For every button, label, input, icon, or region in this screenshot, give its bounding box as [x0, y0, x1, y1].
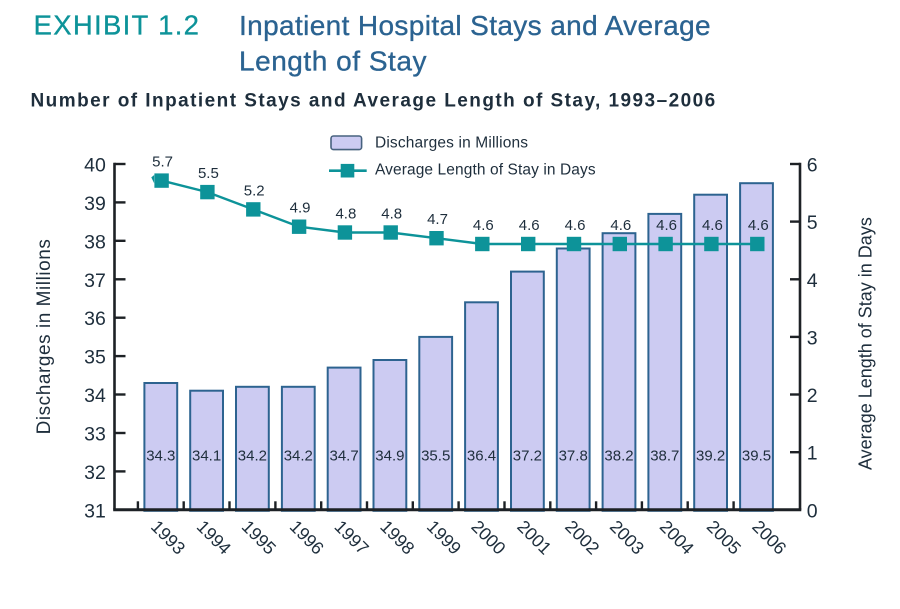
svg-text:4.8: 4.8 [335, 205, 356, 222]
svg-text:4: 4 [807, 270, 818, 292]
svg-text:1997: 1997 [331, 516, 373, 558]
svg-text:4.6: 4.6 [565, 217, 586, 234]
svg-text:37.8: 37.8 [559, 448, 588, 465]
svg-text:38: 38 [84, 231, 106, 253]
svg-text:5.2: 5.2 [244, 182, 265, 199]
svg-text:34.2: 34.2 [284, 448, 313, 465]
svg-text:Inpatient Hospital Stays and A: Inpatient Hospital Stays and Average [239, 10, 711, 41]
svg-text:37: 37 [84, 270, 106, 292]
svg-text:37.2: 37.2 [513, 448, 542, 465]
svg-text:39.5: 39.5 [742, 448, 771, 465]
svg-text:36.4: 36.4 [467, 448, 496, 465]
svg-text:2: 2 [807, 385, 818, 407]
svg-text:Discharges in Millions: Discharges in Millions [375, 134, 528, 151]
svg-text:1999: 1999 [423, 516, 465, 558]
svg-text:4.6: 4.6 [610, 217, 631, 234]
svg-text:38.2: 38.2 [604, 448, 633, 465]
svg-text:5: 5 [807, 212, 818, 234]
svg-text:34.9: 34.9 [375, 448, 404, 465]
svg-text:Number of Inpatient Stays and: Number of Inpatient Stays and Average Le… [31, 90, 717, 111]
svg-text:1: 1 [807, 443, 818, 465]
svg-text:33: 33 [84, 424, 106, 446]
svg-text:Length of Stay: Length of Stay [239, 45, 427, 76]
svg-text:34.7: 34.7 [329, 448, 358, 465]
svg-text:40: 40 [84, 155, 106, 177]
svg-text:5.7: 5.7 [152, 154, 173, 171]
svg-text:36: 36 [84, 308, 106, 330]
svg-text:34.3: 34.3 [146, 448, 175, 465]
svg-text:39.2: 39.2 [696, 448, 725, 465]
svg-text:3: 3 [807, 327, 818, 349]
svg-text:34.2: 34.2 [238, 448, 267, 465]
svg-text:1995: 1995 [238, 516, 280, 558]
svg-text:32: 32 [84, 462, 106, 484]
svg-text:0: 0 [807, 500, 818, 522]
svg-text:4.7: 4.7 [427, 211, 448, 228]
svg-text:5.5: 5.5 [198, 165, 219, 182]
svg-text:35: 35 [84, 347, 106, 369]
svg-text:1998: 1998 [376, 516, 418, 558]
svg-text:34: 34 [84, 385, 106, 407]
svg-text:2000: 2000 [467, 516, 509, 558]
svg-text:4.6: 4.6 [519, 217, 540, 234]
svg-text:1993: 1993 [147, 516, 189, 558]
svg-text:34.1: 34.1 [192, 448, 221, 465]
svg-text:1994: 1994 [193, 516, 235, 558]
svg-text:31: 31 [84, 500, 106, 522]
svg-text:2002: 2002 [561, 516, 603, 558]
svg-text:4.6: 4.6 [473, 217, 494, 234]
svg-text:1996: 1996 [286, 516, 328, 558]
svg-text:35.5: 35.5 [421, 448, 450, 465]
svg-text:4.9: 4.9 [290, 200, 311, 217]
svg-text:39: 39 [84, 193, 106, 215]
svg-text:EXHIBIT 1.2: EXHIBIT 1.2 [34, 10, 201, 41]
svg-text:4.6: 4.6 [656, 217, 677, 234]
svg-text:2003: 2003 [606, 516, 648, 558]
svg-text:4.8: 4.8 [381, 205, 402, 222]
svg-text:4.6: 4.6 [748, 217, 769, 234]
svg-text:4.6: 4.6 [702, 217, 723, 234]
svg-text:Average Length of Stay in Days: Average Length of Stay in Days [856, 217, 876, 470]
svg-text:Average Length of Stay in Days: Average Length of Stay in Days [375, 162, 596, 179]
svg-text:2001: 2001 [513, 516, 555, 558]
svg-text:2005: 2005 [703, 516, 745, 558]
svg-text:2004: 2004 [656, 516, 698, 558]
svg-text:6: 6 [807, 155, 818, 177]
svg-text:2006: 2006 [748, 516, 790, 558]
svg-text:Discharges in Millions: Discharges in Millions [34, 239, 55, 435]
svg-text:38.7: 38.7 [650, 448, 679, 465]
